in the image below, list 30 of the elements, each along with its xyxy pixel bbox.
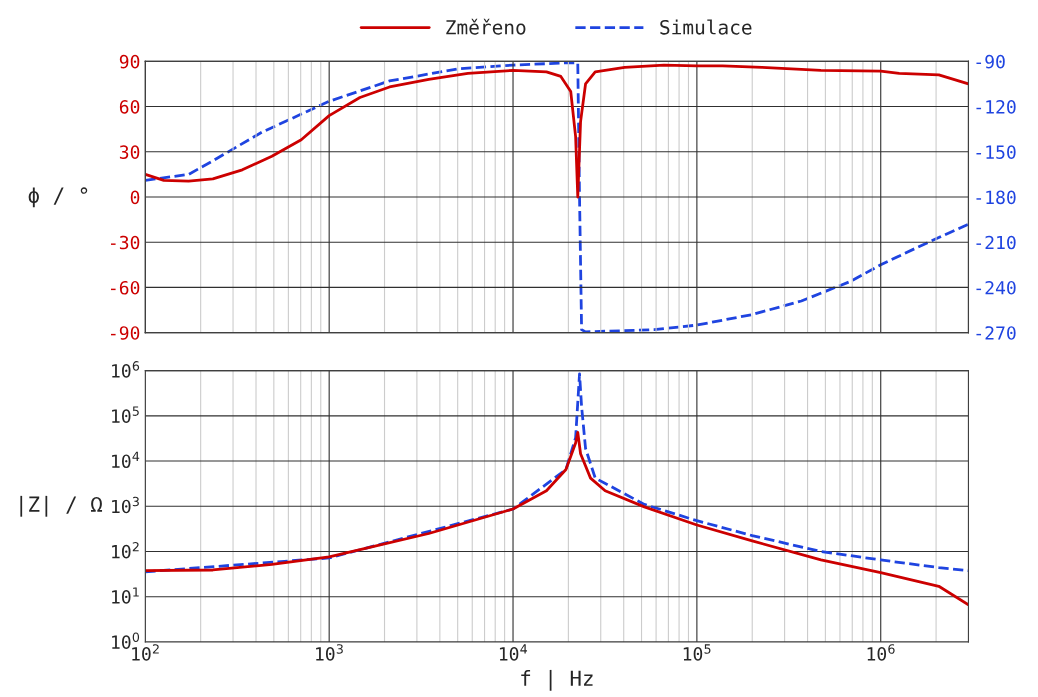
legend-label: Změřeno [446, 18, 526, 35]
x-tick-label: 10$^{3}$ [316, 644, 343, 661]
y-tick-label: 90 [119, 54, 140, 69]
y-tick-label: -90 [110, 326, 140, 340]
y2-tick-label: -120 [976, 100, 1016, 114]
y2-tick-label: -210 [976, 235, 1016, 250]
y-tick-label: 0 [130, 190, 140, 205]
y2-tick-label: -240 [976, 280, 1016, 295]
y-tick-label: -30 [110, 235, 140, 250]
y-tick-label: 10$^{6}$ [112, 361, 140, 378]
y-tick-label: 60 [119, 100, 140, 114]
y-tick-label: 10$^{3}$ [112, 496, 139, 514]
y-tick-label: 10$^{1}$ [112, 587, 139, 604]
y-tick-label: -60 [110, 280, 140, 295]
y2-tick-label: -180 [976, 190, 1016, 205]
x-tick-label: 10$^{4}$ [499, 644, 528, 661]
y2-tick-label: -150 [976, 145, 1016, 159]
x-tick-label: 10$^{6}$ [867, 644, 895, 661]
y-tick-label: 10$^{2}$ [112, 541, 139, 559]
y-axis-title: |Z| / Ω [20, 495, 103, 517]
y-tick-label: 10$^{4}$ [112, 451, 140, 469]
y2-tick-label: -90 [976, 54, 1005, 69]
legend-label: Simulace [660, 19, 752, 35]
y-tick-label: 30 [119, 145, 140, 159]
x-tick-label: 10$^{5}$ [683, 644, 711, 661]
y-axis-title: ϕ / ° [28, 187, 88, 208]
y-tick-label: 10$^{5}$ [112, 406, 139, 423]
y2-tick-label: -270 [976, 326, 1016, 340]
x-axis-title: f | Hz [521, 669, 593, 691]
x-tick-label: 10$^{2}$ [132, 644, 159, 661]
